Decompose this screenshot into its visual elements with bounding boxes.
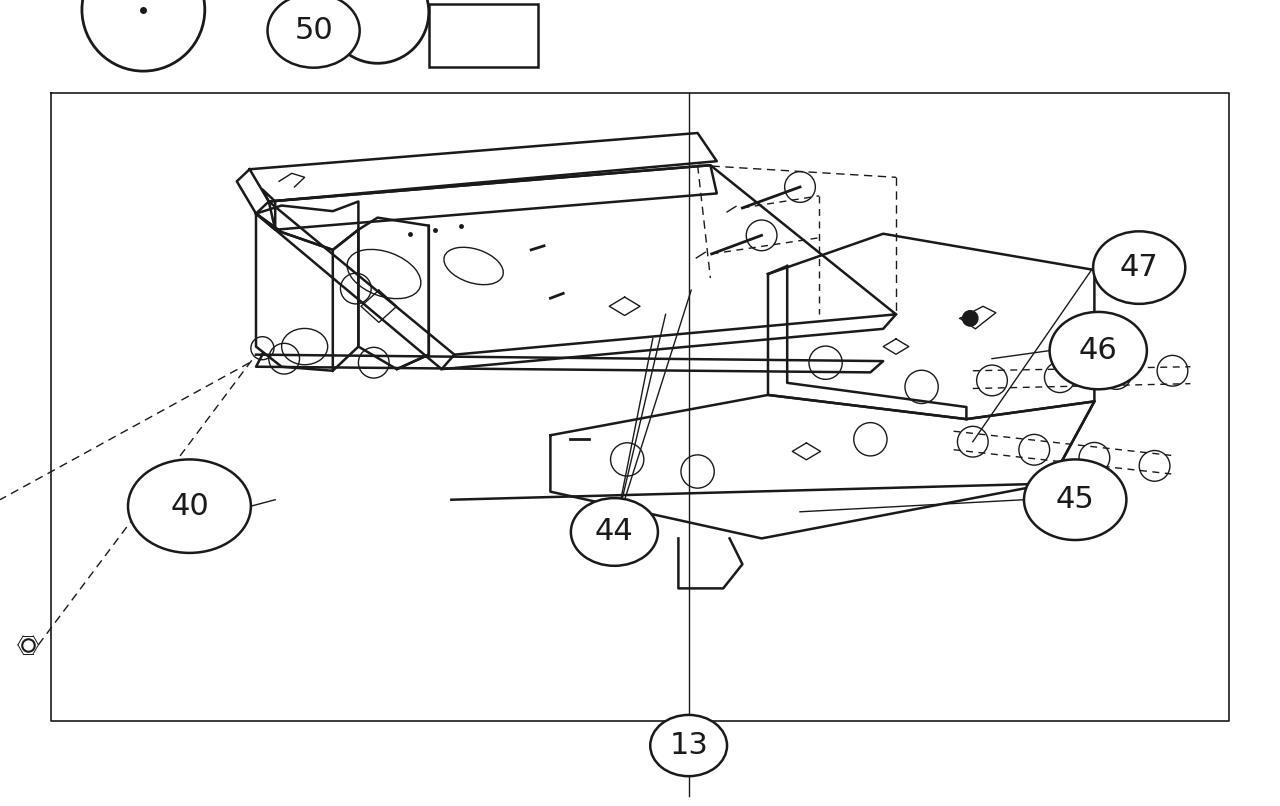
Bar: [429, 4, 538, 67]
Text: 46: 46: [1079, 336, 1117, 365]
Ellipse shape: [571, 498, 658, 566]
Text: 13: 13: [669, 731, 708, 760]
Ellipse shape: [1050, 312, 1147, 389]
Text: 47: 47: [1120, 253, 1158, 282]
Text: 40: 40: [170, 492, 209, 521]
Text: 50: 50: [294, 16, 333, 45]
Text: 45: 45: [1056, 485, 1094, 514]
Ellipse shape: [650, 715, 727, 776]
Text: 44: 44: [595, 517, 634, 546]
Ellipse shape: [1093, 231, 1185, 304]
Ellipse shape: [128, 459, 251, 553]
Ellipse shape: [268, 0, 360, 68]
Ellipse shape: [1024, 459, 1126, 540]
Circle shape: [963, 310, 978, 326]
